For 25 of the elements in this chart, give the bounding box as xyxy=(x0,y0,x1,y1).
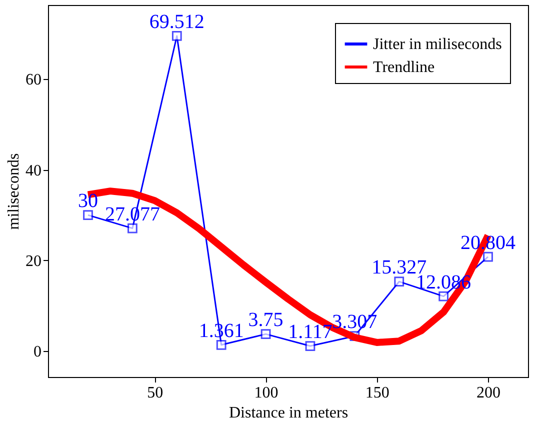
y-tick-label: 0 xyxy=(34,344,42,361)
point xyxy=(483,252,493,262)
point xyxy=(216,340,226,350)
point xyxy=(83,210,93,220)
data-label: 30 xyxy=(78,190,98,212)
y-tick-label: 40 xyxy=(26,162,42,180)
legend-label: Trendline xyxy=(373,59,435,76)
data-label: 1.117 xyxy=(288,321,332,344)
point xyxy=(172,31,182,41)
legend-label: Jitter in miliseconds xyxy=(373,36,502,53)
y-tick-label: 60 xyxy=(26,72,42,89)
point xyxy=(438,291,448,302)
x-tick-label: 100 xyxy=(254,384,278,402)
y-tick-label: 20 xyxy=(26,252,42,270)
y-axis-title: miliseconds xyxy=(6,153,22,230)
x-tick-label: 200 xyxy=(476,384,500,402)
x-tick-label: 150 xyxy=(365,384,390,402)
point xyxy=(305,341,316,351)
x-tick-label: 50 xyxy=(147,384,164,402)
point xyxy=(260,329,271,340)
point xyxy=(394,276,404,287)
data-label: 69.512 xyxy=(149,10,204,33)
data-label: 3.75 xyxy=(248,309,284,332)
point xyxy=(128,223,138,234)
x-axis-title: Distance in meters xyxy=(228,404,348,422)
